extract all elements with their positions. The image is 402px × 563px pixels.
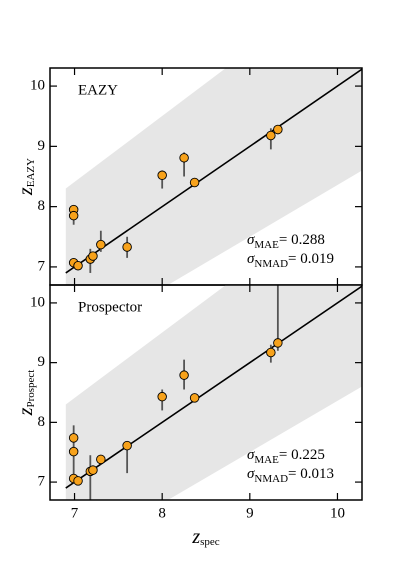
- one-to-one-line: [65, 285, 362, 489]
- annotation: σNMAD= 0.019: [247, 251, 334, 269]
- annotation-main: σ: [247, 447, 255, 463]
- y-axis-label-sub: EAZY: [25, 158, 37, 187]
- annotation-main: σ: [247, 232, 255, 248]
- annotation: σMAE= 0.225: [247, 447, 325, 465]
- y-tick-label: 8: [38, 414, 46, 430]
- scatter-point: [88, 251, 98, 261]
- annotation-value: = 0.288: [279, 232, 325, 248]
- x-tick-label: 7: [71, 505, 79, 521]
- x-axis-label: zspec: [191, 526, 219, 548]
- scatter-point: [273, 124, 283, 135]
- y-axis-label-sub: Prospect: [25, 370, 37, 408]
- scatter-point: [96, 239, 106, 250]
- axes-frame: [49, 284, 363, 501]
- scatter-point: [157, 391, 167, 402]
- x-tick-label: 10: [330, 505, 345, 521]
- scatter-point: [73, 476, 83, 486]
- annotation-main: σ: [247, 251, 255, 267]
- one-to-one-line: [65, 68, 362, 274]
- annotation-sub: MAE: [254, 239, 279, 251]
- y-axis-label-main: z: [15, 407, 37, 416]
- y-tick-label: 9: [38, 138, 46, 154]
- scatter-point: [68, 446, 79, 457]
- scatter-point: [273, 338, 283, 348]
- x-axis-label-main: z: [191, 526, 200, 548]
- scatter-point: [179, 153, 189, 163]
- y-tick-label: 7: [38, 474, 46, 490]
- x-tick-label: 9: [246, 505, 254, 521]
- x-axis-label-sub: spec: [200, 536, 220, 548]
- panel-label: EAZY: [78, 82, 118, 98]
- scatter-point: [68, 433, 79, 443]
- plot-area: [65, 68, 362, 285]
- y-tick-label: 8: [38, 198, 46, 214]
- scatter-point: [157, 170, 167, 181]
- annotation: σMAE= 0.288: [247, 232, 325, 250]
- y-tick-label: 7: [38, 258, 46, 274]
- scatter-band: [65, 285, 362, 500]
- scatter-point: [189, 393, 200, 403]
- annotation-sub: MAE: [254, 454, 279, 466]
- scatter-point: [96, 454, 106, 465]
- scatter-point: [88, 465, 98, 475]
- y-tick-label: 10: [30, 294, 45, 310]
- annotation-value: = 0.013: [288, 466, 334, 482]
- scatter-point: [266, 130, 276, 141]
- annotation-main: σ: [247, 466, 255, 482]
- annotation-sub: NMAD: [254, 473, 288, 485]
- annotation-sub: NMAD: [254, 258, 288, 270]
- y-axis-label: zEAZY: [15, 158, 37, 196]
- y-tick-label: 10: [30, 78, 45, 94]
- panel-label: Prospector: [78, 299, 142, 315]
- scatter-point: [179, 370, 189, 380]
- scatter-band: [65, 68, 362, 285]
- annotation-value: = 0.225: [279, 447, 325, 463]
- annotation-value: = 0.019: [288, 251, 334, 267]
- x-tick-label: 8: [158, 505, 166, 521]
- scatter-point: [122, 242, 132, 252]
- y-axis-label: zProspect: [15, 370, 37, 417]
- y-axis-label-main: z: [15, 187, 37, 196]
- scatter-point: [122, 440, 132, 451]
- plot-area: [65, 285, 362, 500]
- annotation: σNMAD= 0.013: [247, 466, 334, 484]
- scatter-point: [266, 347, 276, 358]
- scatter-point: [68, 210, 79, 221]
- y-tick-label: 9: [38, 354, 46, 370]
- scatter-point: [189, 177, 200, 188]
- scatter-point: [73, 260, 83, 271]
